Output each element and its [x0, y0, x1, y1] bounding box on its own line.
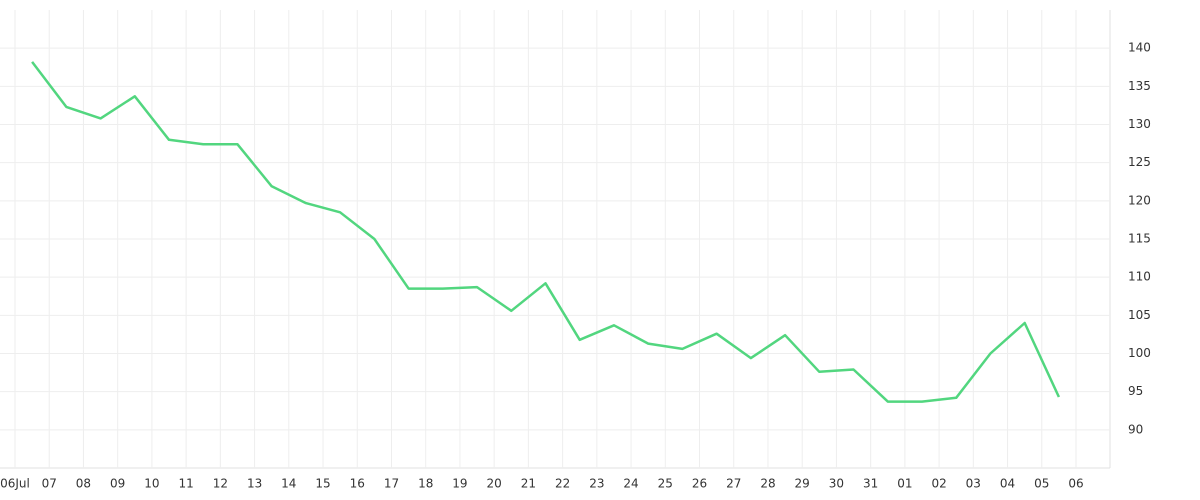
x-tick-label: 11 [178, 477, 193, 491]
x-tick-label: 20 [487, 477, 502, 491]
x-tick-label: 05 [1034, 477, 1049, 491]
y-tick-label: 130 [1128, 117, 1151, 131]
x-tick-label: 09 [110, 477, 125, 491]
y-tick-label: 135 [1128, 79, 1151, 93]
x-tick-label: 31 [863, 477, 878, 491]
x-tick-label: 06 [1068, 477, 1083, 491]
x-tick-label: 01 [897, 477, 912, 491]
x-tick-label: 12 [213, 477, 228, 491]
y-tick-label: 140 [1128, 41, 1151, 55]
x-tick-label: 30 [829, 477, 844, 491]
x-tick-label: 06Jul [0, 477, 30, 491]
x-tick-label: 18 [418, 477, 433, 491]
y-tick-label: 95 [1128, 384, 1143, 398]
y-tick-label: 90 [1128, 422, 1143, 436]
x-tick-label: 27 [726, 477, 741, 491]
x-tick-label: 29 [795, 477, 810, 491]
x-tick-label: 15 [315, 477, 330, 491]
y-tick-label: 105 [1128, 308, 1151, 322]
x-tick-label: 16 [350, 477, 365, 491]
y-tick-label: 110 [1128, 270, 1151, 284]
x-tick-label: 10 [144, 477, 159, 491]
x-tick-label: 17 [384, 477, 399, 491]
x-tick-label: 28 [760, 477, 775, 491]
x-tick-label: 14 [281, 477, 296, 491]
x-tick-label: 26 [692, 477, 707, 491]
x-tick-label: 19 [452, 477, 467, 491]
y-tick-label: 125 [1128, 155, 1151, 169]
x-tick-label: 02 [931, 477, 946, 491]
x-tick-label: 13 [247, 477, 262, 491]
y-tick-label: 115 [1128, 232, 1151, 246]
x-tick-label: 21 [521, 477, 536, 491]
y-tick-label: 100 [1128, 346, 1151, 360]
x-tick-label: 24 [623, 477, 638, 491]
x-tick-label: 07 [42, 477, 57, 491]
x-tick-label: 25 [658, 477, 673, 491]
line-series [31, 61, 1061, 403]
x-tick-label: 23 [589, 477, 604, 491]
y-tick-label: 120 [1128, 193, 1151, 207]
x-tick-label: 04 [1000, 477, 1015, 491]
x-tick-label: 03 [966, 477, 981, 491]
x-tick-label: 08 [76, 477, 91, 491]
x-tick-label: 22 [555, 477, 570, 491]
